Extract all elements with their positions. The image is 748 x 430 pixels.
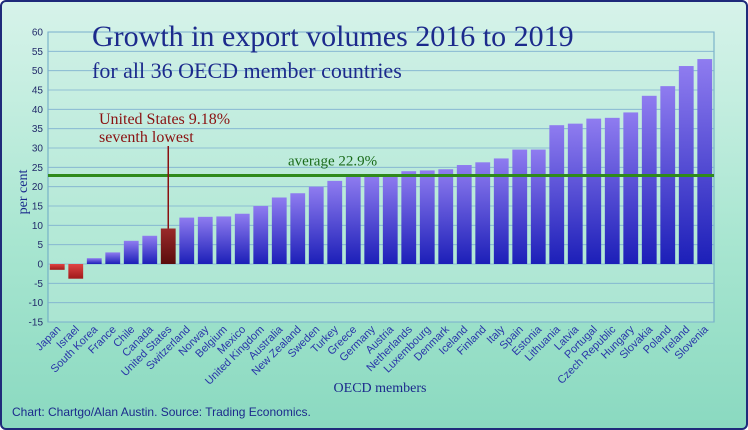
y-tick-label: 20 xyxy=(32,182,44,193)
bar-sweden xyxy=(308,186,324,264)
x-axis-label: OECD members xyxy=(334,381,427,396)
y-tick-label: 5 xyxy=(37,240,43,251)
y-tick-label: 10 xyxy=(32,221,44,232)
source-note: Chart: Chartgo/Alan Austin. Source: Trad… xyxy=(12,405,311,419)
bar-australia xyxy=(271,197,287,264)
plot-area xyxy=(47,31,715,323)
bar-united-kingdom xyxy=(253,206,269,264)
bar-luxembourg xyxy=(419,170,435,264)
y-tick-label: -5 xyxy=(34,279,43,290)
y-tick-label: 40 xyxy=(32,105,44,116)
bar-slovenia xyxy=(697,59,713,264)
bar-united-states xyxy=(160,228,176,264)
bar-latvia xyxy=(567,123,583,264)
bar-czech-republic xyxy=(604,117,620,264)
bar-norway xyxy=(197,216,213,264)
bar-mexico xyxy=(234,213,250,264)
bar-germany xyxy=(364,175,380,264)
bar-south-korea xyxy=(86,258,102,264)
chart-title: Growth in export volumes 2016 to 2019 xyxy=(92,20,574,53)
bar-italy xyxy=(493,158,509,264)
bar-turkey xyxy=(327,180,343,264)
y-tick-label: 30 xyxy=(32,144,44,155)
y-tick-label: 15 xyxy=(32,202,44,213)
bar-chile xyxy=(123,240,139,264)
y-tick-label: 0 xyxy=(37,260,43,271)
y-axis-label: per cent xyxy=(16,170,31,215)
bar-switzerland xyxy=(179,217,195,264)
bar-new-zealand xyxy=(290,193,306,264)
bar-lithuania xyxy=(549,125,565,264)
y-axis-ticks: -15 -10 -5 0 5 10 15 20 25 30 35 40 45 50 55 60 xyxy=(29,28,44,329)
bar-hungary xyxy=(623,112,639,264)
bar-netherlands xyxy=(401,171,417,264)
bar-israel xyxy=(68,264,84,279)
y-tick-label: 55 xyxy=(32,47,44,58)
bar-denmark xyxy=(438,169,454,264)
bar-ireland xyxy=(678,66,694,264)
y-tick-label: 50 xyxy=(32,66,44,77)
bar-canada xyxy=(142,235,158,264)
bar-belgium xyxy=(216,216,232,264)
y-tick-label: 25 xyxy=(32,163,44,174)
bar-iceland xyxy=(456,165,472,264)
y-tick-label: -10 xyxy=(29,298,44,309)
annotation-line-1: United States 9.18% xyxy=(99,111,230,128)
bar-france xyxy=(105,252,121,264)
y-tick-label: -15 xyxy=(29,318,44,329)
y-tick-label: 35 xyxy=(32,124,44,135)
bar-slovakia xyxy=(641,95,657,264)
chart-subtitle: for all 36 OECD member countries xyxy=(92,58,402,83)
average-label: average 22.9% xyxy=(288,153,377,169)
bar-japan xyxy=(49,264,65,270)
bar-portugal xyxy=(586,118,602,264)
bar-spain xyxy=(512,149,528,264)
y-tick-label: 60 xyxy=(32,28,44,39)
bar-austria xyxy=(382,175,398,264)
bar-finland xyxy=(475,162,491,264)
gridlines xyxy=(47,31,715,323)
annotation-line-2: seventh lowest xyxy=(99,129,194,146)
bar-estonia xyxy=(530,149,546,264)
y-tick-label: 45 xyxy=(32,86,44,97)
bar-greece xyxy=(345,175,361,264)
